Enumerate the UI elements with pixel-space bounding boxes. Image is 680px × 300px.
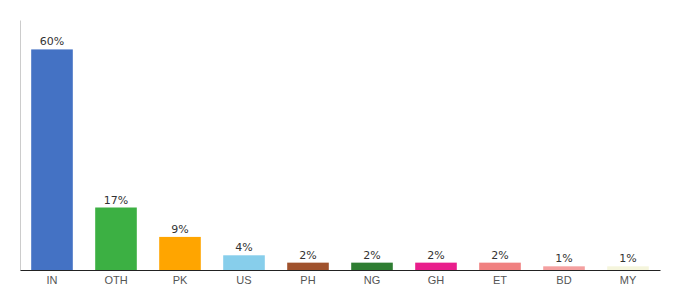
bar: [159, 237, 201, 270]
y-axis: [20, 21, 21, 271]
data-label: 17%: [104, 194, 128, 207]
bar: [95, 208, 137, 271]
x-tick: OTH: [104, 270, 127, 286]
x-tick: NG: [364, 270, 381, 286]
data-label: 2%: [363, 249, 380, 262]
x-tick-label: ET: [493, 274, 507, 286]
data-label: 2%: [491, 249, 508, 262]
data-label: 1%: [619, 252, 636, 265]
y-axis-line: [20, 21, 21, 271]
bars: [31, 49, 649, 270]
x-tick-label: NG: [364, 274, 381, 286]
x-tick: US: [236, 270, 251, 286]
x-tick: BD: [556, 270, 571, 286]
bar: [607, 266, 649, 270]
bar: [351, 263, 393, 270]
x-axis: IN OTH PK US PH NG GH ET BD MY: [21, 270, 661, 286]
bar: [415, 263, 457, 270]
x-tick-label: MY: [620, 274, 637, 286]
x-tick-label: IN: [47, 274, 58, 286]
data-label: 60%: [40, 35, 64, 48]
x-tick: MY: [620, 270, 637, 286]
bar: [543, 266, 585, 270]
x-tick: PK: [173, 270, 188, 286]
chart: IN OTH PK US PH NG GH ET BD MY 60% 17% 9% 4% 2% 2% 2% 2% 1…: [0, 0, 680, 300]
bar: [287, 263, 329, 270]
x-tick-label: BD: [556, 274, 571, 286]
x-axis-line: [21, 270, 661, 271]
x-tick-label: PH: [300, 274, 315, 286]
data-label: 4%: [235, 241, 252, 254]
data-label: 2%: [427, 249, 444, 262]
bar: [479, 263, 521, 270]
x-tick-label: OTH: [104, 274, 127, 286]
data-labels: 60% 17% 9% 4% 2% 2% 2% 2% 1% 1%: [40, 35, 637, 265]
data-label: 9%: [171, 223, 188, 236]
x-tick-label: PK: [173, 274, 188, 286]
bar: [31, 49, 73, 270]
data-label: 1%: [555, 252, 572, 265]
x-tick: PH: [300, 270, 315, 286]
data-label: 2%: [299, 249, 316, 262]
bar: [223, 255, 265, 270]
x-tick-label: US: [236, 274, 251, 286]
x-tick: GH: [428, 270, 445, 286]
x-tick-label: GH: [428, 274, 445, 286]
x-tick: ET: [493, 270, 507, 286]
x-tick: IN: [47, 270, 58, 286]
plot: IN OTH PK US PH NG GH ET BD MY 60% 17% 9% 4% 2% 2% 2% 2% 1…: [21, 21, 661, 286]
